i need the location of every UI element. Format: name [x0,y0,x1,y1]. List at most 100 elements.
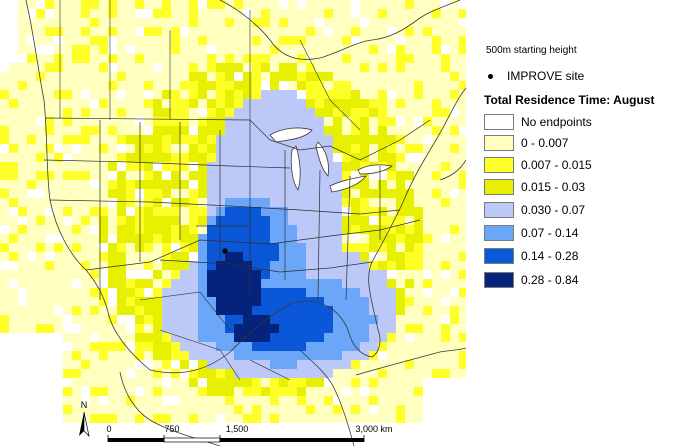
grid-cell [261,342,270,351]
grid-cell [189,225,198,234]
grid-cell [9,135,18,144]
grid-cell [297,171,306,180]
grid-cell [288,0,297,9]
grid-cell [198,198,207,207]
grid-cell [180,171,189,180]
state-boundaries [43,117,431,301]
grid-cell [432,207,441,216]
grid-cell [297,135,306,144]
grid-cell [270,387,279,396]
grid-cell [459,9,466,18]
grid-cell [126,387,135,396]
grid-cell [261,171,270,180]
grid-cell [270,171,279,180]
scale-tick-0: 0 [106,424,111,434]
grid-cell [387,378,396,387]
grid-cell [18,99,27,108]
grid-cell [63,18,72,27]
grid-cell [270,225,279,234]
grid-cell [378,342,387,351]
grid-cell [351,90,360,99]
grid-cell [225,162,234,171]
grid-cell [333,135,342,144]
grid-cell [27,279,36,288]
grid-cell [270,306,279,315]
grid-cell [243,18,252,27]
grid-cell [90,252,99,261]
grid-cell [216,369,225,378]
grid-cell [315,243,324,252]
grid-cell [234,54,243,63]
grid-cell [117,252,126,261]
grid-cell [162,207,171,216]
grid-cell [0,117,9,126]
grid-cell [135,198,144,207]
grid-cell [405,207,414,216]
grid-cell [126,333,135,342]
grid-cell [252,18,261,27]
grid-cell [171,90,180,99]
grid-cell [432,252,441,261]
grid-cell [153,135,162,144]
grid-cell [216,252,225,261]
grid-cell [306,378,315,387]
grid-cell [378,405,387,414]
grid-cell [252,306,261,315]
grid-cell [36,225,45,234]
grid-cell [234,99,243,108]
grid-cell [9,306,18,315]
grid-cell [90,234,99,243]
grid-cell [63,180,72,189]
grid-cell [180,162,189,171]
grid-cell [189,405,198,414]
grid-cell [441,243,450,252]
grid-cell [306,171,315,180]
grid-cell [342,369,351,378]
grid-cell [153,171,162,180]
grid-cell [135,288,144,297]
grid-cell [18,117,27,126]
grid-cell [207,144,216,153]
grid-cell [207,99,216,108]
grid-cell [36,27,45,36]
grid-cell [414,198,423,207]
grid-cell [108,279,117,288]
grid-cell [144,225,153,234]
grid-cell [27,171,36,180]
grid-cell [405,54,414,63]
grid-cell [18,189,27,198]
improve-site-marker[interactable] [222,248,228,254]
grid-cell [81,171,90,180]
grid-cell [360,0,369,9]
grid-cell [135,396,144,405]
grid-cell [81,153,90,162]
grid-cell [423,126,432,135]
grid-cell [18,135,27,144]
grid-cell [243,135,252,144]
grid-cell [387,18,396,27]
grid-cell [297,18,306,27]
grid-cell [234,117,243,126]
grid-cell [360,63,369,72]
grid-cell [396,270,405,279]
residence-time-map[interactable]: N 0 750 1,500 3,000 km [0,0,466,446]
grid-cell [297,288,306,297]
grid-cell [387,198,396,207]
grid-cell [369,27,378,36]
grid-cell [144,261,153,270]
grid-cell [432,72,441,81]
grid-cell [144,72,153,81]
grid-cell [405,315,414,324]
grid-cell [207,261,216,270]
grid-cell [396,306,405,315]
grid-cell [306,270,315,279]
grid-cell [117,405,126,414]
map-panel[interactable]: N 0 750 1,500 3,000 km [0,0,467,446]
grid-cell [360,81,369,90]
grid-cell [126,108,135,117]
grid-cell [270,396,279,405]
grid-cell [252,171,261,180]
grid-cell [108,360,117,369]
grid-cell [306,225,315,234]
grid-cell [261,45,270,54]
